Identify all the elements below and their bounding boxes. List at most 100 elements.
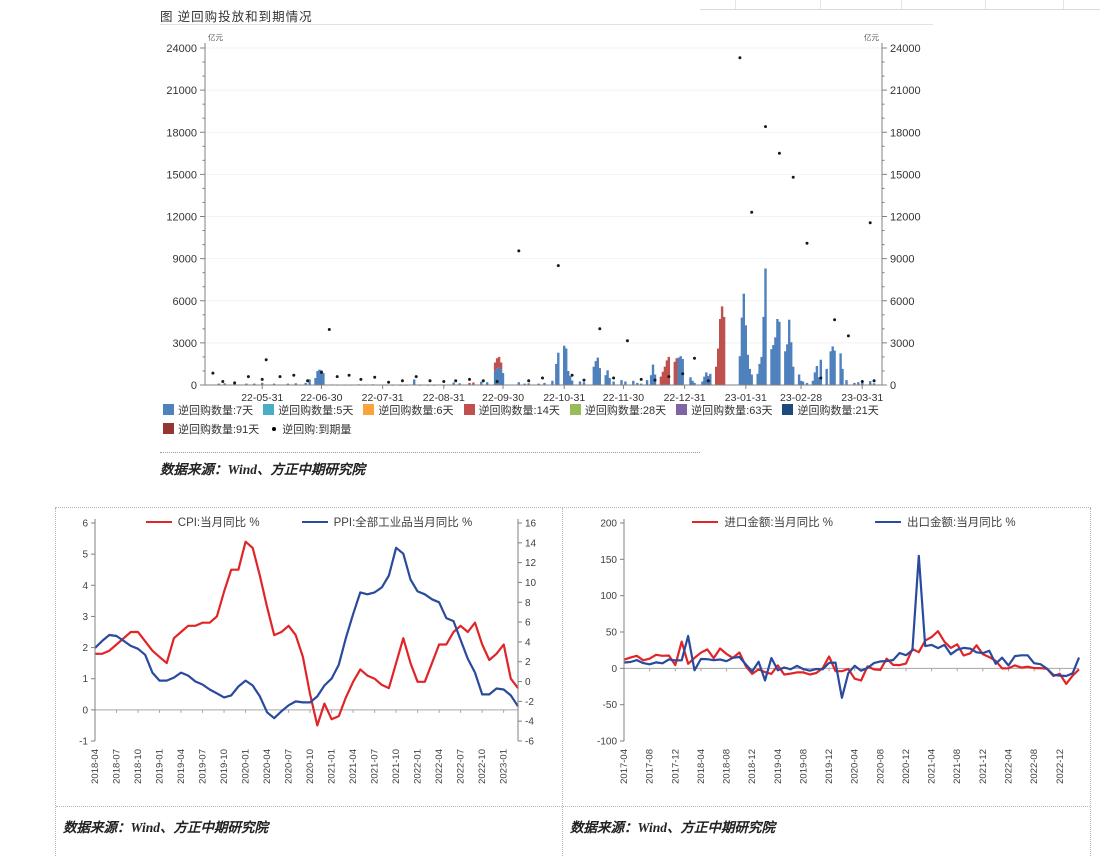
legend-label: CPI:当月同比 %: [177, 517, 260, 529]
svg-text:5: 5: [82, 550, 88, 561]
svg-text:亿元: 亿元: [208, 32, 223, 42]
svg-text:6: 6: [525, 618, 531, 629]
svg-text:2019-04: 2019-04: [773, 749, 784, 784]
dot-marker-icon: [272, 426, 277, 431]
svg-text:2022-01: 2022-01: [413, 749, 424, 784]
legend-label: 逆回购:到期量: [282, 423, 352, 436]
svg-text:2: 2: [525, 657, 531, 668]
svg-text:2022-04: 2022-04: [1004, 749, 1015, 784]
svg-text:3: 3: [82, 612, 88, 623]
repo-operations-chart-canvas: 0 0 3000 3000 6000 6000 9000 9000 12000 12000 1500…: [166, 32, 921, 402]
svg-text:2019-12: 2019-12: [824, 749, 835, 784]
series-swatch-icon: [463, 404, 475, 415]
svg-text:22-12-31: 22-12-31: [664, 392, 706, 402]
svg-text:2020-04: 2020-04: [850, 749, 861, 784]
legend-label: 逆回购数量:91天: [178, 423, 260, 436]
line-swatch-icon: [875, 520, 901, 524]
line-swatch-icon: [692, 520, 719, 524]
svg-text:3000: 3000: [173, 338, 197, 350]
trade-panel: 进口金额:当月同比 % 出口金额:当月同比 % 200 150 100 50 0 -50 -1…: [562, 508, 1091, 856]
title-divider: [160, 24, 933, 25]
svg-text:12: 12: [525, 558, 537, 569]
svg-text:2018-10: 2018-10: [133, 749, 144, 784]
figure2-source: 数据来源：Wind、方正中期研究院: [63, 820, 269, 835]
svg-text:2017-08: 2017-08: [645, 749, 656, 784]
series-swatch-icon: [163, 404, 174, 415]
svg-text:15000: 15000: [166, 169, 197, 181]
svg-text:22-07-31: 22-07-31: [362, 392, 404, 402]
svg-text:-4: -4: [525, 717, 534, 728]
series-swatch-icon: [163, 423, 174, 434]
table-cell-divider: [820, 0, 821, 9]
svg-text:23-02-28: 23-02-28: [780, 392, 822, 402]
svg-text:16: 16: [525, 519, 537, 530]
svg-text:22-08-31: 22-08-31: [423, 392, 465, 402]
svg-text:22-11-30: 22-11-30: [603, 392, 644, 402]
svg-text:2022-07: 2022-07: [456, 749, 467, 784]
svg-text:2017-04: 2017-04: [619, 749, 630, 784]
series-swatch-icon: [782, 404, 794, 415]
legend-item-d21: 逆回购数量:21天: [782, 402, 879, 418]
svg-text:2022-10: 2022-10: [477, 749, 488, 784]
series-swatch-icon: [363, 404, 375, 415]
svg-text:22-10-31: 22-10-31: [543, 392, 585, 402]
svg-text:23-03-31: 23-03-31: [841, 392, 883, 402]
table-cell-divider: [901, 0, 902, 9]
series-swatch-icon: [676, 404, 688, 415]
svg-text:12000: 12000: [890, 212, 921, 224]
legend-item-d6: 逆回购数量:6天: [363, 402, 454, 418]
legend-item-d63: 逆回购数量:63天: [676, 402, 772, 418]
svg-text:6: 6: [82, 519, 88, 530]
svg-text:2022-08: 2022-08: [1029, 749, 1040, 784]
legend-item-d28: 逆回购数量:28天: [569, 402, 666, 418]
line-swatch-icon: [145, 520, 172, 524]
trade-chart-zone: 进口金额:当月同比 % 出口金额:当月同比 % 200 150 100 50 0 -50 -1…: [563, 508, 1090, 806]
svg-text:8: 8: [525, 598, 531, 609]
svg-text:2020-01: 2020-01: [241, 749, 252, 784]
cpi-ppi-chart-zone: CPI:当月同比 % PPI:全部工业品当月同比 % 6 5 4 3 2 1 0 -1 16 14 1…: [56, 508, 562, 806]
svg-text:2019-08: 2019-08: [798, 749, 809, 784]
legend-label: 逆回购数量:7天: [178, 404, 254, 417]
svg-text:9000: 9000: [890, 254, 914, 266]
series-swatch-icon: [263, 404, 275, 415]
table-cell-divider: [735, 0, 736, 9]
svg-text:2019-10: 2019-10: [219, 749, 230, 784]
svg-text:2021-10: 2021-10: [391, 749, 402, 784]
svg-text:-100: -100: [597, 737, 617, 748]
trade-legend: 进口金额:当月同比 % 出口金额:当月同比 %: [563, 514, 1090, 530]
legend-item: 出口金额:当月同比 %: [875, 514, 1016, 530]
legend-item-d5: 逆回购数量:5天: [263, 402, 353, 418]
svg-text:4: 4: [82, 581, 88, 592]
svg-text:22-06-30: 22-06-30: [300, 392, 342, 402]
svg-text:4: 4: [525, 637, 531, 648]
svg-text:2021-04: 2021-04: [927, 749, 938, 784]
svg-text:10: 10: [525, 578, 537, 589]
figure3-source: 数据来源：Wind、方正中期研究院: [570, 820, 776, 835]
legend-item-maturity: 逆回购:到期量: [269, 421, 351, 437]
svg-text:2022-04: 2022-04: [434, 749, 445, 784]
svg-text:2020-12: 2020-12: [901, 749, 912, 784]
svg-text:14: 14: [525, 538, 537, 549]
svg-text:22-09-30: 22-09-30: [482, 392, 524, 402]
svg-text:2: 2: [82, 643, 88, 654]
svg-text:2023-01: 2023-01: [499, 749, 510, 784]
cpi-ppi-panel: CPI:当月同比 % PPI:全部工业品当月同比 % 6 5 4 3 2 1 0 -1 16 14 1…: [55, 508, 562, 856]
svg-text:2018-12: 2018-12: [747, 749, 758, 784]
svg-text:-1: -1: [79, 737, 88, 748]
svg-text:12000: 12000: [166, 212, 197, 224]
svg-text:亿元: 亿元: [864, 32, 879, 42]
svg-text:2020-07: 2020-07: [284, 749, 295, 784]
svg-text:2018-08: 2018-08: [722, 749, 733, 784]
source-divider: [160, 452, 700, 453]
svg-text:2020-04: 2020-04: [262, 749, 273, 784]
svg-text:2022-12: 2022-12: [1055, 749, 1066, 784]
cpi-ppi-legend: CPI:当月同比 % PPI:全部工业品当月同比 %: [56, 514, 562, 530]
legend-label: 逆回购数量:5天: [278, 404, 354, 417]
series-swatch-icon: [569, 404, 581, 415]
svg-text:15000: 15000: [890, 169, 921, 181]
legend-label: 逆回购数量:21天: [797, 404, 879, 417]
svg-text:-6: -6: [525, 737, 534, 748]
svg-text:6000: 6000: [890, 296, 914, 308]
svg-text:9000: 9000: [173, 254, 197, 266]
